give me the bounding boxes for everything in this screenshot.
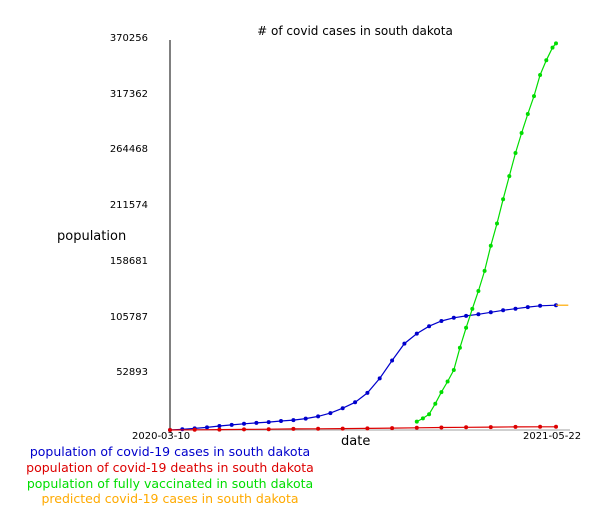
y-tick-label: 370256 [109, 33, 148, 44]
series-line [416, 43, 557, 423]
x-tick-label: 2020-03-10 [132, 431, 191, 442]
data-point [495, 221, 499, 226]
data-point [464, 425, 469, 430]
data-point [377, 376, 382, 381]
data-point [402, 341, 407, 346]
legend-item: population of covid-19 cases in south da… [29, 444, 311, 459]
data-point [544, 58, 549, 63]
y-tick-label: 52893 [116, 367, 148, 379]
data-point [217, 427, 222, 432]
data-point [390, 358, 395, 363]
data-point [439, 319, 444, 323]
legend-item: population of covid-19 deaths in south d… [26, 459, 314, 475]
x-tick-label: 2021-05-22 [523, 431, 582, 442]
data-point [554, 41, 558, 46]
data-point [205, 425, 209, 430]
data-point [217, 424, 222, 428]
data-point [451, 315, 456, 320]
data-point [451, 368, 456, 372]
data-point [427, 412, 432, 417]
data-point [519, 131, 524, 135]
data-point [554, 424, 558, 429]
data-point [507, 174, 512, 179]
data-point [513, 424, 518, 429]
data-point [476, 289, 481, 293]
data-point [420, 416, 425, 421]
data-point [464, 313, 469, 318]
data-point [340, 426, 345, 431]
data-point [291, 418, 296, 423]
data-point [414, 425, 419, 430]
y-tick-label: 158681 [109, 255, 148, 267]
data-point [303, 416, 308, 421]
data-point [439, 425, 444, 430]
data-point [464, 325, 469, 330]
data-point [513, 306, 518, 311]
y-tick-label: 105787 [109, 311, 148, 323]
data-point [340, 406, 345, 411]
series-2 [414, 41, 558, 424]
data-point [291, 426, 296, 431]
series-line [169, 426, 556, 431]
data-point [445, 379, 450, 384]
data-point [279, 419, 283, 423]
y-axis-label: population [57, 229, 127, 244]
data-point [414, 419, 419, 424]
data-point [470, 306, 475, 311]
legend-item: predicted covid-19 cases in south dakota [41, 491, 299, 507]
data-point [192, 427, 197, 432]
data-point [439, 390, 444, 395]
data-point [316, 414, 321, 419]
data-point [390, 426, 395, 431]
data-point [316, 426, 321, 431]
data-point [328, 411, 333, 416]
data-point [242, 421, 246, 426]
data-point [266, 427, 271, 432]
chart-title: # of covid cases in south dakota [257, 24, 453, 38]
data-point [353, 400, 358, 405]
legend-item: population of fully vaccinated in south … [26, 475, 314, 491]
y-tick-label: 264468 [109, 144, 148, 156]
data-point [476, 312, 481, 317]
data-point [365, 390, 370, 395]
data-point [550, 45, 555, 50]
data-point [457, 345, 462, 350]
data-point [513, 151, 518, 155]
data-point [532, 94, 536, 99]
data-point [433, 401, 438, 406]
data-point [538, 73, 543, 77]
series-0 [168, 303, 558, 432]
data-point [488, 425, 493, 430]
data-point [427, 324, 432, 329]
data-point [482, 268, 487, 273]
data-point [488, 310, 493, 315]
data-point [168, 428, 172, 432]
x-axis-label: date [341, 434, 371, 449]
y-tick-label: 317362 [109, 88, 148, 100]
data-point [488, 243, 493, 248]
series-layer [168, 41, 569, 432]
legend: population of covid-19 cases in south da… [0, 444, 340, 507]
series-1 [168, 424, 558, 432]
data-point [538, 424, 543, 429]
data-point [365, 426, 370, 431]
data-point [525, 305, 530, 310]
data-point [501, 197, 506, 202]
data-point [414, 331, 419, 336]
data-point [525, 112, 530, 116]
data-point [266, 420, 271, 425]
data-point [229, 422, 234, 427]
data-point [254, 420, 259, 425]
data-point [501, 308, 506, 313]
data-point [242, 427, 246, 432]
data-point [538, 303, 543, 308]
series-line [169, 304, 557, 431]
y-tick-label: 211574 [109, 200, 148, 212]
